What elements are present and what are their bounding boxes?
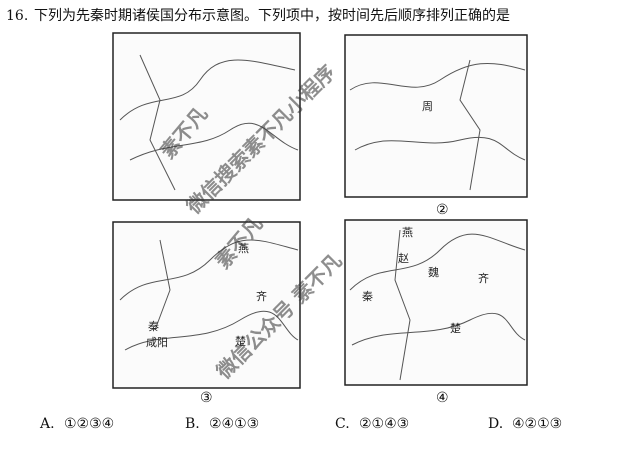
option-text: ②①④③ xyxy=(359,416,409,432)
place-label: 齐 xyxy=(256,289,267,303)
map-2 xyxy=(344,34,528,198)
option-letter: A. xyxy=(39,416,55,432)
place-label: 齐 xyxy=(478,271,489,285)
option-text: ②④①③ xyxy=(209,416,259,432)
place-label: 燕 xyxy=(238,242,249,255)
map-caption: ② xyxy=(436,202,449,218)
map-caption: ④ xyxy=(436,390,449,406)
place-label: 秦 xyxy=(362,289,373,303)
option-letter: D. xyxy=(488,416,503,432)
option-text: ④②①③ xyxy=(512,416,562,432)
place-label: 楚 xyxy=(235,334,246,348)
map-4 xyxy=(344,219,528,386)
map-1 xyxy=(112,32,301,201)
map-caption: ③ xyxy=(200,390,213,406)
place-label: 魏 xyxy=(428,265,439,279)
place-label: 楚 xyxy=(450,321,461,335)
place-label: 燕 xyxy=(402,226,413,239)
option-text: ①②③④ xyxy=(64,416,114,432)
option-letter: C. xyxy=(335,416,350,432)
question-text: 下列为先秦时期诸侯国分布示意图。下列项中，按时间先后顺序排列正确的是 xyxy=(34,7,510,24)
place-label: 秦 xyxy=(148,319,159,333)
place-label: 赵 xyxy=(398,251,409,265)
map-3 xyxy=(112,221,301,389)
place-label: 周 xyxy=(422,100,433,113)
option-letter: B. xyxy=(185,416,200,432)
question-number: 16. xyxy=(6,8,28,24)
place-label: 咸阳 xyxy=(146,336,168,349)
